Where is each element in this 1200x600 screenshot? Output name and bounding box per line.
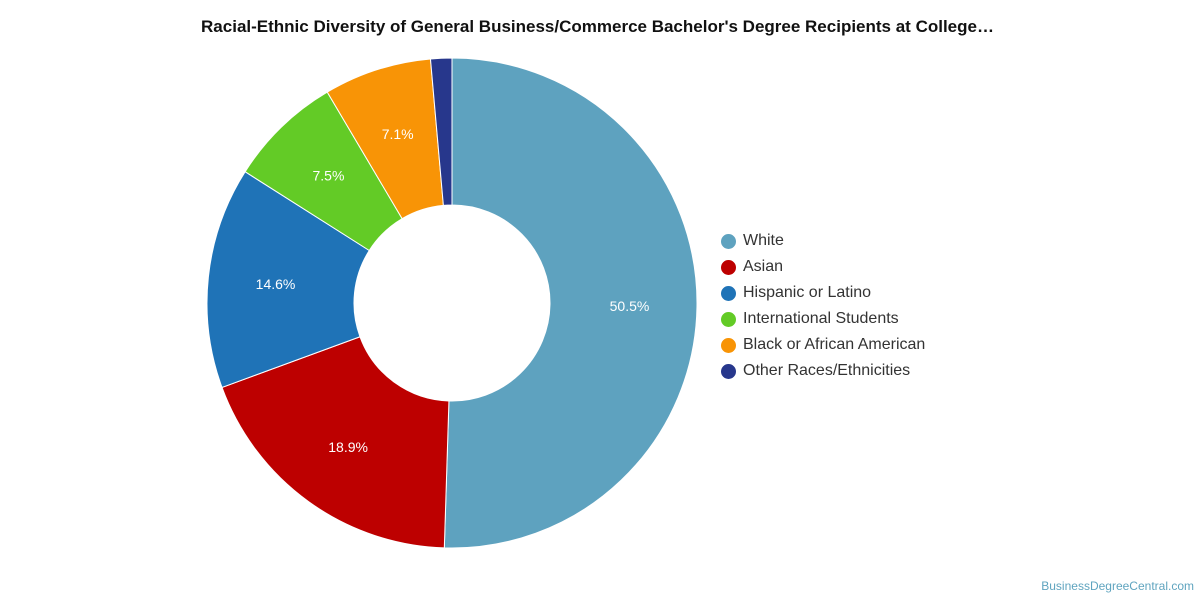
legend-swatch-hispanic [721, 285, 736, 301]
slice-asian[interactable] [221, 336, 450, 549]
legend-swatch-asian [721, 259, 736, 275]
legend-label-black: Black or African American [743, 336, 926, 353]
legend-swatch-white [721, 233, 736, 249]
data-label-white: 50.5% [610, 298, 650, 314]
slice-white[interactable] [443, 57, 698, 549]
credit-link[interactable]: BusinessDegreeCentral.com [1041, 579, 1194, 593]
legend-label-asian: Asian [743, 258, 784, 275]
legend-item-black[interactable]: Black or African American [721, 332, 925, 358]
legend-item-asian[interactable]: Asian [721, 254, 925, 280]
data-label-international-students: 7.5% [313, 168, 345, 184]
legend-label-hispanic: Hispanic or Latino [743, 284, 872, 301]
legend-swatch-international [721, 311, 736, 327]
chart-title: Racial-Ethnic Diversity of General Busin… [201, 17, 994, 36]
legend-swatch-black [721, 337, 736, 353]
data-label-black-or-african-american: 7.1% [382, 126, 414, 142]
chart-legend: White Asian Hispanic or Latino Internati… [721, 228, 925, 384]
legend-label-white: White [743, 232, 784, 249]
legend-item-other[interactable]: Other Races/Ethnicities [721, 358, 925, 384]
data-label-hispanic-or-latino: 14.6% [256, 276, 296, 292]
slice-other-races-ethnicities[interactable] [429, 57, 453, 206]
legend-item-white[interactable]: White [721, 228, 925, 254]
legend-label-other: Other Races/Ethnicities [743, 362, 911, 379]
legend-item-international[interactable]: International Students [721, 306, 925, 332]
legend-label-international: International Students [743, 310, 899, 327]
legend-swatch-other [721, 363, 736, 379]
data-label-asian: 18.9% [328, 439, 368, 455]
legend-item-hispanic[interactable]: Hispanic or Latino [721, 280, 925, 306]
slice-hispanic-or-latino[interactable] [206, 171, 370, 389]
